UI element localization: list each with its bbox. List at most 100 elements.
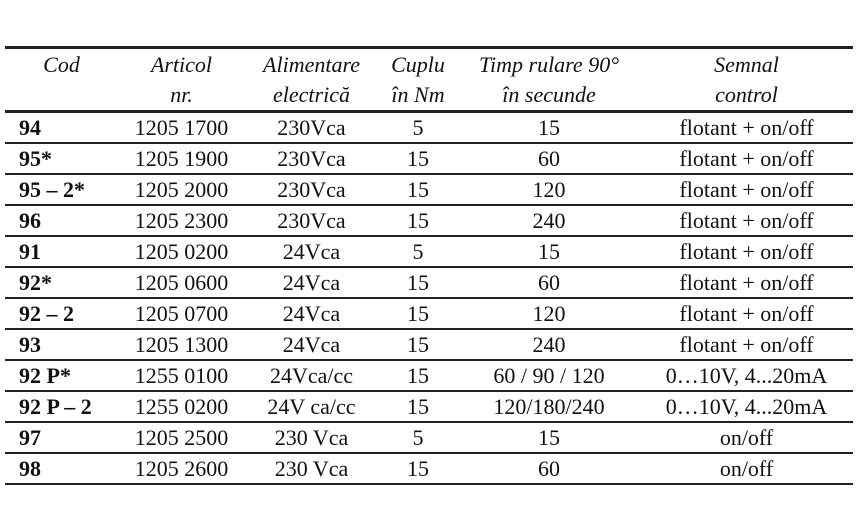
cell-articol: 1205 0600: [134, 270, 229, 295]
cell-alimentare: 230Vca: [277, 177, 346, 202]
cell-alimentare: 24Vca: [282, 301, 341, 326]
cell-semnal: flotant + on/off: [679, 332, 814, 357]
cell-cod: 93: [19, 332, 41, 357]
cell-timp: 15: [538, 115, 560, 140]
cell-cuplu: 15: [407, 146, 429, 171]
header-alimentare-line: electrică: [273, 82, 350, 107]
cell-articol: 1205 2600: [134, 456, 229, 481]
cell-semnal: flotant + on/off: [679, 208, 814, 233]
table-row: 91 1205 0200 24Vca 5 15 flotant + on/off: [5, 236, 853, 267]
table-row: 98 1205 2600 230 Vca 15 60 on/off: [5, 453, 853, 484]
header-timp-line: Timp rulare 90°: [478, 52, 619, 77]
cell-cuplu: 15: [407, 301, 429, 326]
table-row: 93 1205 1300 24Vca 15 240 flotant + on/off: [5, 329, 853, 360]
cell-cod: 94: [19, 115, 41, 140]
cell-timp: 60: [538, 270, 560, 295]
cell-alimentare: 24Vca: [282, 332, 341, 357]
cell-semnal: flotant + on/off: [679, 301, 814, 326]
cell-alimentare: 24Vca: [282, 270, 341, 295]
cell-timp: 120/180/240: [493, 394, 605, 419]
cell-cuplu: 15: [407, 394, 429, 419]
cell-articol: 1205 2500: [134, 425, 229, 450]
cell-articol: 1205 2300: [134, 208, 229, 233]
header-timp: Timp rulare 90° în secunde: [458, 48, 640, 112]
cell-cod: 95 – 2*: [19, 177, 85, 202]
cell-cuplu: 5: [412, 425, 424, 450]
cell-cuplu: 15: [407, 177, 429, 202]
table-row: 92 P* 1255 0100 24Vca/cc 15 60 / 90 / 120 0…1…: [5, 360, 853, 391]
cell-cuplu: 15: [407, 332, 429, 357]
header-cod: Cod: [5, 48, 118, 112]
header-cuplu-line: Cuplu: [391, 52, 445, 77]
cell-timp: 15: [538, 425, 560, 450]
table-row: 92 P – 2 1255 0200 24V ca/cc 15 120/180/240 0…: [5, 391, 853, 422]
header-cod-line: Cod: [43, 52, 80, 77]
header-semnal: Semnal control: [640, 48, 853, 112]
cell-semnal: flotant + on/off: [679, 146, 814, 171]
header-cuplu: Cuplu în Nm: [378, 48, 458, 112]
cell-cuplu: 15: [407, 208, 429, 233]
cell-articol: 1205 1700: [134, 115, 229, 140]
cell-semnal: flotant + on/off: [679, 239, 814, 264]
table-row: 95 – 2* 1205 2000 230Vca 15 120 flotant + on/…: [5, 174, 853, 205]
header-articol-line: nr.: [170, 82, 193, 107]
cell-cod: 98: [19, 456, 41, 481]
cell-articol: 1205 0200: [134, 239, 229, 264]
header-alimentare-line: Alimentare: [263, 52, 360, 77]
header-alimentare: Alimentare electrică: [245, 48, 378, 112]
cell-articol: 1255 0200: [134, 394, 229, 419]
cell-articol: 1255 0100: [134, 363, 229, 388]
cell-alimentare: 230Vca: [277, 208, 346, 233]
header-articol: Articol nr.: [118, 48, 245, 112]
cell-cuplu: 5: [412, 239, 424, 264]
cell-semnal: 0…10V, 4...20mA: [665, 363, 828, 388]
table-header: Cod Articol nr. Alimentare electrică Cuplu în…: [5, 47, 853, 112]
table-row: 94 1205 1700 230Vca 5 15 flotant + on/off: [5, 112, 853, 143]
cell-articol: 1205 1300: [134, 332, 229, 357]
header-semnal-line: control: [715, 82, 778, 107]
cell-semnal: 0…10V, 4...20mA: [665, 394, 828, 419]
cell-cod: 91: [19, 239, 41, 264]
cell-alimentare: 230 Vca: [274, 456, 349, 481]
table-row: 95* 1205 1900 230Vca 15 60 flotant + on/off: [5, 143, 853, 174]
cell-timp: 120: [532, 177, 566, 202]
cell-timp: 15: [538, 239, 560, 264]
header-semnal-line: Semnal: [714, 52, 779, 77]
table-row: 92 – 2 1205 0700 24Vca 15 120 flotant + on/of…: [5, 298, 853, 329]
cell-cuplu: 15: [407, 270, 429, 295]
cell-cod: 92 – 2: [19, 301, 74, 326]
header-articol-line: Articol: [150, 52, 213, 77]
table-row: 97 1205 2500 230 Vca 5 15 on/off: [5, 422, 853, 453]
cell-cuplu: 15: [407, 363, 429, 388]
table-body: 94 1205 1700 230Vca 5 15 flotant + on/off 95* 1…: [5, 112, 853, 484]
cell-cuplu: 5: [412, 115, 424, 140]
actuator-spec-table: Cod Articol nr. Alimentare electrică Cuplu în…: [5, 46, 853, 485]
cell-timp: 240: [532, 332, 566, 357]
header-cuplu-line: în Nm: [391, 82, 445, 107]
cell-timp: 60: [538, 456, 560, 481]
header-cod-line: [5, 80, 118, 110]
cell-cod: 96: [19, 208, 41, 233]
cell-semnal: on/off: [719, 456, 774, 481]
cell-cod: 92 P*: [19, 363, 71, 388]
cell-alimentare: 24Vca/cc: [269, 363, 354, 388]
cell-alimentare: 230 Vca: [274, 425, 349, 450]
table-row: 96 1205 2300 230Vca 15 240 flotant + on/off: [5, 205, 853, 236]
cell-alimentare: 230Vca: [277, 146, 346, 171]
cell-timp: 120: [532, 301, 566, 326]
cell-cuplu: 15: [407, 456, 429, 481]
cell-semnal: flotant + on/off: [679, 270, 814, 295]
table-row: 92* 1205 0600 24Vca 15 60 flotant + on/off: [5, 267, 853, 298]
cell-cod: 92 P – 2: [19, 394, 92, 419]
cell-semnal: flotant + on/off: [679, 115, 814, 140]
cell-cod: 95*: [19, 146, 52, 171]
cell-alimentare: 24Vca: [282, 239, 341, 264]
cell-timp: 60: [538, 146, 560, 171]
cell-cod: 92*: [19, 270, 52, 295]
cell-timp: 240: [532, 208, 566, 233]
cell-articol: 1205 0700: [134, 301, 229, 326]
cell-alimentare: 230Vca: [277, 115, 346, 140]
cell-timp: 60 / 90 / 120: [493, 363, 605, 388]
cell-semnal: on/off: [719, 425, 774, 450]
cell-cod: 97: [19, 425, 41, 450]
